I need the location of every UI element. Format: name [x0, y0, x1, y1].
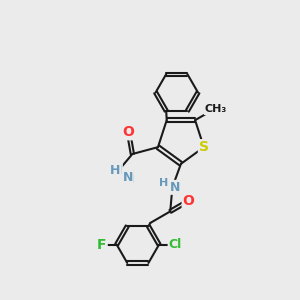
Text: S: S [199, 140, 209, 154]
Text: N: N [122, 171, 133, 184]
Text: H: H [110, 164, 120, 177]
Text: O: O [123, 125, 134, 139]
Text: Cl: Cl [169, 238, 182, 251]
Text: O: O [183, 194, 194, 208]
Text: CH₃: CH₃ [205, 104, 227, 114]
Text: F: F [97, 238, 107, 252]
Text: H: H [159, 178, 168, 188]
Text: N: N [170, 181, 181, 194]
Text: N: N [124, 173, 134, 186]
Text: H: H [112, 164, 122, 177]
